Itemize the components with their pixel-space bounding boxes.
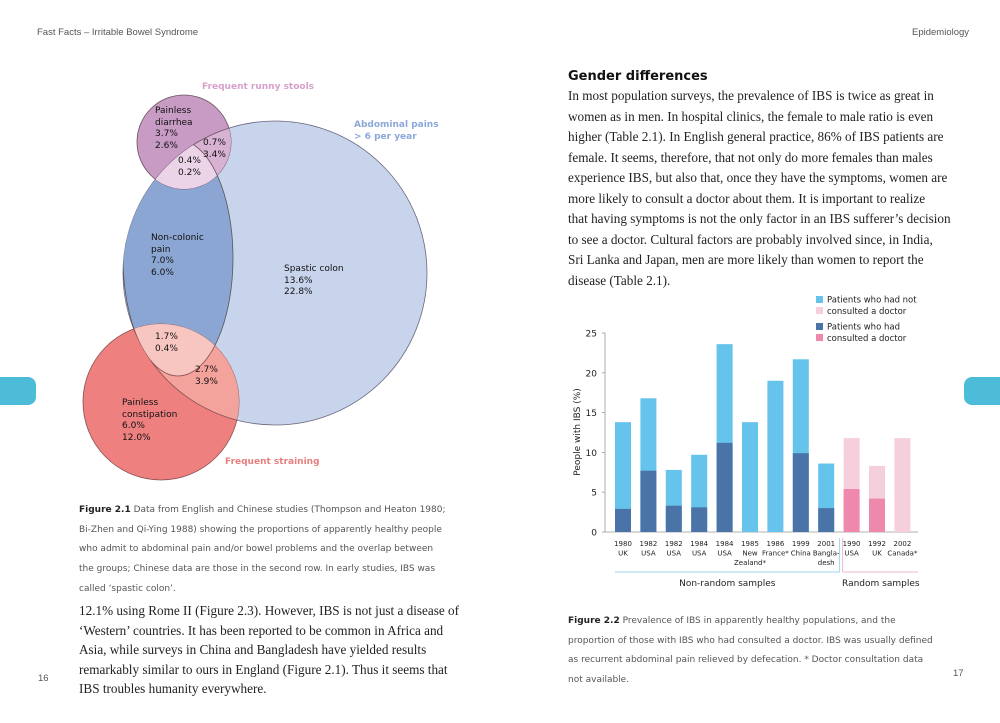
bar-consulted <box>716 442 733 532</box>
bar-consulted <box>869 498 885 532</box>
x-tick-label: USA <box>641 550 656 558</box>
bar-consulted <box>691 507 708 532</box>
x-tick-label: Canada* <box>887 550 918 558</box>
y-tick-label: 5 <box>591 489 597 499</box>
x-tick-label: USA <box>717 550 732 558</box>
x-tick-label: 1990 <box>843 540 861 548</box>
group-label-non-random: Non-random samples <box>679 579 776 589</box>
legend-swatch-consulted-random <box>816 334 823 341</box>
page-number-right: 17 <box>953 668 964 679</box>
y-axis-label: People with IBS (%) <box>573 388 583 476</box>
group-label-random: Random samples <box>842 579 920 589</box>
label-spastic-colon: Spastic colon 13.6% 22.8% <box>284 264 344 297</box>
x-tick-label: 1980 <box>614 540 632 548</box>
legend-swatch-not-consulted <box>816 296 823 303</box>
bar-consulted <box>818 508 835 532</box>
constipation-noncolonic-overlap <box>123 324 234 377</box>
x-tick-label: 1986 <box>766 540 784 548</box>
legend-label: Patients who had not <box>827 296 917 306</box>
label-constipation-noncolonic: 1.7% 0.4% <box>155 332 178 354</box>
x-tick-label: 2001 <box>817 540 835 548</box>
bar-consulted <box>843 489 860 532</box>
x-tick-label: 1984 <box>716 540 734 548</box>
ibs-prevalence-chart: 0 5 10 15 20 25 People with IBS (%) 1980 UK 1982 U… <box>573 296 920 590</box>
label-abdominal-pains: Abdominal pains > 6 per year <box>354 120 439 142</box>
right-thumb-tab <box>964 377 1000 405</box>
label-painless-constipation: Painless constipation 6.0% 12.0% <box>122 398 178 443</box>
bar-not-consulted <box>894 438 911 532</box>
bar-consulted <box>665 505 682 532</box>
figure-2-2-caption: Figure 2.2 Prevalence of IBS in apparent… <box>568 616 933 685</box>
label-diarrhea-pain: 0.7% 3.4% <box>203 138 226 160</box>
x-tick-label: France* <box>762 550 789 558</box>
y-tick-label: 20 <box>586 369 598 379</box>
x-tick-label: China <box>791 550 811 558</box>
x-tick-label: UK <box>618 550 628 558</box>
x-tick-label: Bangla- <box>813 550 840 558</box>
legend-label: consulted a doctor <box>827 334 907 344</box>
section-heading: Gender differences <box>568 69 708 84</box>
legend-swatch-consulted <box>816 323 823 330</box>
left-body-text: 12.1% using Rome II (Figure 2.3). Howeve… <box>79 603 460 696</box>
y-tick-label: 10 <box>586 449 598 459</box>
bar-not-consulted <box>767 380 784 532</box>
page-number-left: 16 <box>38 673 49 684</box>
label-runny-stools: Frequent runny stools <box>202 82 315 92</box>
x-tick-label: New <box>742 550 758 558</box>
left-thumb-tab <box>0 377 36 405</box>
x-tick-label: USA <box>667 550 682 558</box>
legend-swatch-not-consulted-random <box>816 307 823 314</box>
x-tick-label: 1982 <box>665 540 683 548</box>
venn-diagram <box>82 94 428 481</box>
bar-not-consulted <box>615 422 631 532</box>
y-tick-label: 15 <box>586 409 597 419</box>
label-painless-diarrhea: Painless diarrhea 3.7% 2.6% <box>155 106 193 151</box>
bar-consulted <box>792 453 809 532</box>
x-tick-label: 1982 <box>639 540 657 548</box>
legend-label: consulted a doctor <box>827 307 907 317</box>
y-tick-label: 25 <box>586 330 597 340</box>
legend-label: Patients who had <box>827 323 900 333</box>
x-tick-label: UK <box>872 550 882 558</box>
x-tick-label: desh <box>818 559 835 567</box>
x-tick-label: 1992 <box>868 540 886 548</box>
x-tick-label: USA <box>692 550 707 558</box>
section-body: In most population surveys, the prevalen… <box>568 88 951 288</box>
x-tick-label: Zealand* <box>734 559 767 567</box>
x-tick-label: 1985 <box>741 540 759 548</box>
bar-not-consulted <box>742 422 758 532</box>
bar-consulted <box>640 470 657 532</box>
label-constipation-pain: 2.7% 3.9% <box>195 365 218 387</box>
x-tick-label: USA <box>844 550 859 558</box>
running-header-right: Epidemiology <box>912 27 970 38</box>
label-diarrhea-noncolonic: 0.4% 0.2% <box>178 156 201 178</box>
figure-2-1-caption: Figure 2.1 Data from English and Chinese… <box>79 505 446 594</box>
label-non-colonic-pain: Non-colonic pain 7.0% 6.0% <box>151 233 204 278</box>
running-header-left: Fast Facts – Irritable Bowel Syndrome <box>37 27 199 38</box>
x-tick-label: 1999 <box>792 540 810 548</box>
y-tick-label: 0 <box>591 529 597 539</box>
x-tick-label: 1984 <box>690 540 708 548</box>
x-tick-label: 2002 <box>893 540 911 548</box>
label-straining: Frequent straining <box>225 457 320 467</box>
bar-consulted <box>615 508 631 532</box>
